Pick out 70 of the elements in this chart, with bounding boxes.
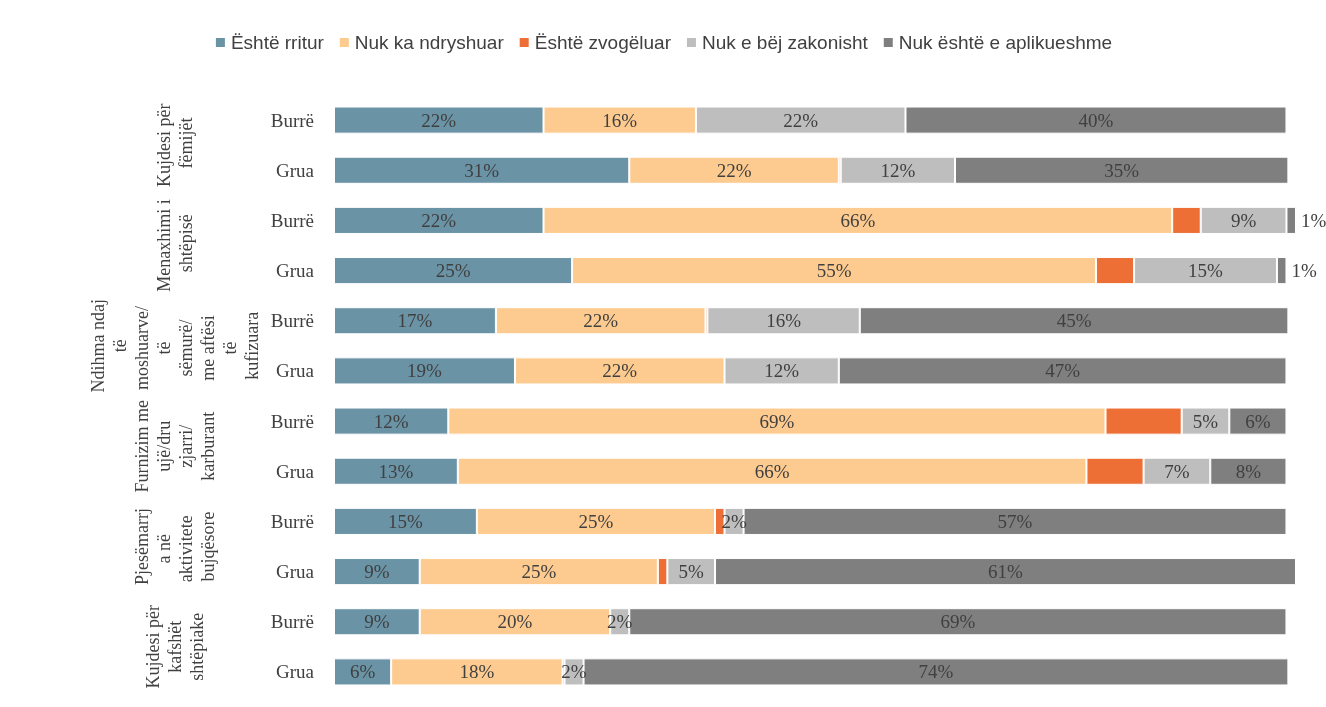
data-label: 22% <box>602 360 638 382</box>
legend-label: Nuk ka ndryshuar <box>354 32 505 53</box>
data-label: 12% <box>880 159 916 181</box>
data-label: 17% <box>397 310 433 332</box>
data-label: 45% <box>1056 310 1092 332</box>
y-tick-label: Grua <box>276 360 315 382</box>
data-label: 47% <box>1045 360 1081 382</box>
data-label: 25% <box>521 561 557 583</box>
data-label: 13% <box>378 460 414 482</box>
text: Kujdesi për fëmijët <box>154 103 196 187</box>
legend-label: Nuk e bëj zakonisht <box>701 32 869 53</box>
text: Pjesëmarrja në aktivitete bujqësore <box>132 508 218 585</box>
data-label: 7% <box>1164 460 1190 482</box>
y-tick-label: Grua <box>276 661 315 683</box>
data-label: 5% <box>678 561 705 583</box>
y-tick-label: Grua <box>276 561 315 583</box>
data-label: 8% <box>1235 460 1262 482</box>
y-tick-label: Grua <box>276 159 315 181</box>
data-label: 22% <box>716 159 752 181</box>
legend-label: Është rritur <box>230 32 325 53</box>
data-label: 15% <box>388 510 424 532</box>
data-label: 19% <box>407 360 443 382</box>
data-label: 2% <box>561 661 587 683</box>
data-label: 1% <box>1291 260 1317 282</box>
data-label: 16% <box>602 109 638 131</box>
y-tick-label: Grua <box>276 260 315 282</box>
data-label: 2% <box>607 611 633 633</box>
data-label: 9% <box>1230 209 1257 231</box>
y-tick-label: Burrë <box>270 310 314 332</box>
y-tick-label: Burrë <box>270 109 314 131</box>
data-label: 12% <box>373 410 409 432</box>
legend-label: Nuk është e aplikueshme <box>898 32 1113 53</box>
data-label: 15% <box>1188 260 1224 282</box>
data-label: 1% <box>1301 209 1326 231</box>
data-label: 61% <box>988 561 1024 583</box>
data-label: 40% <box>1078 109 1114 131</box>
legend-label: Është zvogëluar <box>534 32 672 53</box>
y-tick-label: Burrë <box>270 510 314 532</box>
data-label: 22% <box>421 109 457 131</box>
data-label: 9% <box>364 611 390 633</box>
data-label: 16% <box>766 310 802 332</box>
y-tick-label: Burrë <box>270 611 314 633</box>
y-tick-label: Grua <box>276 460 315 482</box>
data-label: 66% <box>754 460 790 482</box>
data-label: 74% <box>918 661 954 683</box>
data-label: 22% <box>583 310 619 332</box>
data-label: 69% <box>759 410 795 432</box>
y-tick-label: Burrë <box>270 209 314 231</box>
text: Kujdesi për kafshët shtëpiake <box>143 605 207 689</box>
data-label: 25% <box>435 260 471 282</box>
text: Menaxhimi i shtëpisë <box>154 199 196 292</box>
data-label: 35% <box>1104 159 1140 181</box>
data-label: 6% <box>349 661 376 683</box>
data-label: 20% <box>497 611 533 633</box>
data-label: 69% <box>940 611 976 633</box>
data-label: 18% <box>459 661 495 683</box>
text: Ndihma ndaj të moshuarve/ të sëmurë/ me aftësi të kufizuara <box>88 299 262 393</box>
data-label: 22% <box>421 209 457 231</box>
data-label: 25% <box>578 510 614 532</box>
y-tick-label: Burrë <box>270 410 314 432</box>
data-label: 9% <box>364 561 390 583</box>
data-label: 55% <box>816 260 852 282</box>
data-label: 31% <box>464 159 500 181</box>
data-label: 66% <box>840 209 876 231</box>
data-label: 22% <box>783 109 819 131</box>
text: Furnizim me ujë/dru zjarri/karburant <box>132 399 218 493</box>
data-label: 5% <box>1192 410 1219 432</box>
data-label: 57% <box>997 510 1033 532</box>
data-label: 12% <box>764 360 800 382</box>
data-label: 6% <box>1245 410 1271 432</box>
